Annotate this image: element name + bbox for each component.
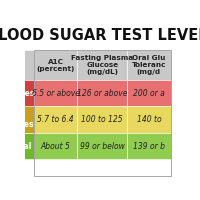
Text: 5.7 to 6.4: 5.7 to 6.4 [37,115,74,124]
Bar [127,133,171,159]
Bar [127,50,171,80]
Bar [34,133,77,159]
Bar [34,50,77,80]
Bar [34,50,171,176]
Text: 140 to: 140 to [137,115,161,124]
Bar [127,106,171,133]
Text: Fasting Plasma
Glucose
(mg/dL): Fasting Plasma Glucose (mg/dL) [71,55,133,75]
Text: 99 or below: 99 or below [80,142,125,151]
Text: A1C
(percent): A1C (percent) [36,59,75,72]
Bar [34,80,77,106]
Bar [77,133,127,159]
Bar [0,50,34,80]
Text: 126 or above: 126 or above [77,89,128,98]
Text: Oral Glu
Toleranc
(mg/d: Oral Glu Toleranc (mg/d [132,55,166,75]
Bar [77,106,127,133]
Bar [0,106,34,133]
Bar [77,50,127,80]
Text: Pre-
diabetes: Pre- diabetes [0,110,34,129]
Text: BLOOD SUGAR TEST LEVELS: BLOOD SUGAR TEST LEVELS [0,28,200,43]
Bar [127,80,171,106]
Bar [77,80,127,106]
Text: 100 to 125: 100 to 125 [81,115,123,124]
Text: Normal: Normal [0,142,31,151]
Bar [0,80,34,106]
Bar [0,133,34,159]
Text: About 5: About 5 [41,142,71,151]
Text: Diabetes: Diabetes [0,89,35,98]
Text: 139 or b: 139 or b [133,142,165,151]
Bar [34,106,77,133]
Text: 6.5 or above: 6.5 or above [32,89,80,98]
Text: 200 or a: 200 or a [133,89,165,98]
